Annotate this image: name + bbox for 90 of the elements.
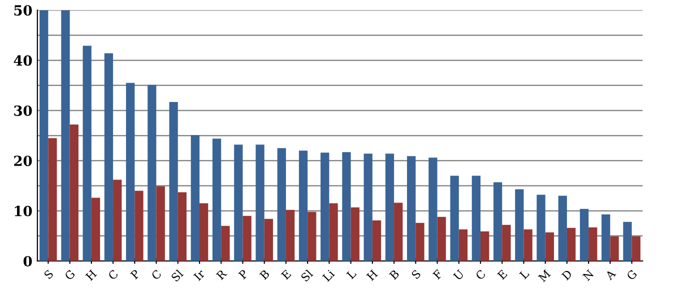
bar [200,203,208,261]
x-tick-label: Ir [193,268,206,282]
bar [40,10,48,261]
bar [394,202,403,261]
bar [580,208,589,261]
bar [134,190,144,261]
x-tick-label: B [388,269,400,280]
x-tick-label: C [475,269,486,280]
bar [190,135,200,261]
bar [212,138,222,261]
bar [502,224,511,261]
bar [385,154,394,261]
bar [536,194,546,261]
bar [277,148,286,261]
x-tick-label: F [432,269,443,280]
x-tick-label: M [538,269,551,282]
bar [472,176,480,261]
bar [286,210,295,261]
bar [588,227,598,261]
bar [113,180,122,261]
y-tick-label: 10 [14,206,32,216]
bar [566,228,576,261]
bar [558,196,567,261]
bar [264,218,273,261]
bar [493,182,502,261]
x-tick-label: B [259,269,270,280]
x-tick-label: N [582,269,594,282]
bar [602,214,610,261]
x-tick-label: E [497,270,508,280]
bar [350,207,360,261]
x-tick-label: D [561,269,572,280]
bar [148,84,156,261]
x-tick-label: E [280,270,292,280]
y-tick-label: 30 [14,105,32,116]
bar [82,46,92,261]
bar [48,138,57,261]
bar [221,226,230,261]
bar [372,220,382,261]
bar [364,154,372,261]
bar [61,10,70,261]
x-tick-label: G [64,269,76,281]
bar [416,222,424,261]
x-tick-label: R [216,268,228,280]
x-tick-label: P [238,269,248,280]
bar [156,186,165,261]
bar [524,229,532,261]
x-tick-label: S [411,269,422,280]
bar [91,198,100,261]
x-tick-label: C [108,269,119,280]
x-tick-label: C [150,269,162,280]
x-tick-label: S [44,269,54,280]
bar [256,144,264,261]
bar [480,231,490,261]
y-tick-label: 0 [24,256,32,266]
x-tick-label: A [604,268,616,280]
bar [104,53,114,261]
bar [308,212,316,261]
bar [610,236,619,261]
x-tick-label: Sl [170,268,184,282]
y-tick-label: 50 [14,5,32,16]
bar [458,229,468,261]
x-tick-label: U [452,269,465,281]
x-tick-label: H [85,269,97,282]
bar [632,236,640,261]
bar [428,158,438,261]
x-tick-label: P [130,269,140,280]
y-tick-label: 20 [14,156,32,166]
bar [437,216,446,261]
bar [545,232,554,261]
bar [169,102,178,261]
x-tick-label: L [346,269,357,280]
bar [234,144,243,261]
bar [329,203,338,261]
bar [450,176,459,261]
bar [242,216,252,261]
bar [407,156,416,261]
bar [515,189,524,261]
bar [126,82,135,261]
x-tick-label: L [519,269,530,280]
bar [342,152,351,261]
bar [320,152,330,261]
x-tick-label: Li [322,269,335,282]
x-tick-label: G [626,269,638,281]
x-tick-label: Sl [300,268,314,282]
bar [298,150,308,261]
bar [178,192,187,261]
bar [70,124,78,261]
y-tick-label: 40 [14,55,32,66]
bar [623,222,632,261]
x-tick-label: H [366,269,378,282]
